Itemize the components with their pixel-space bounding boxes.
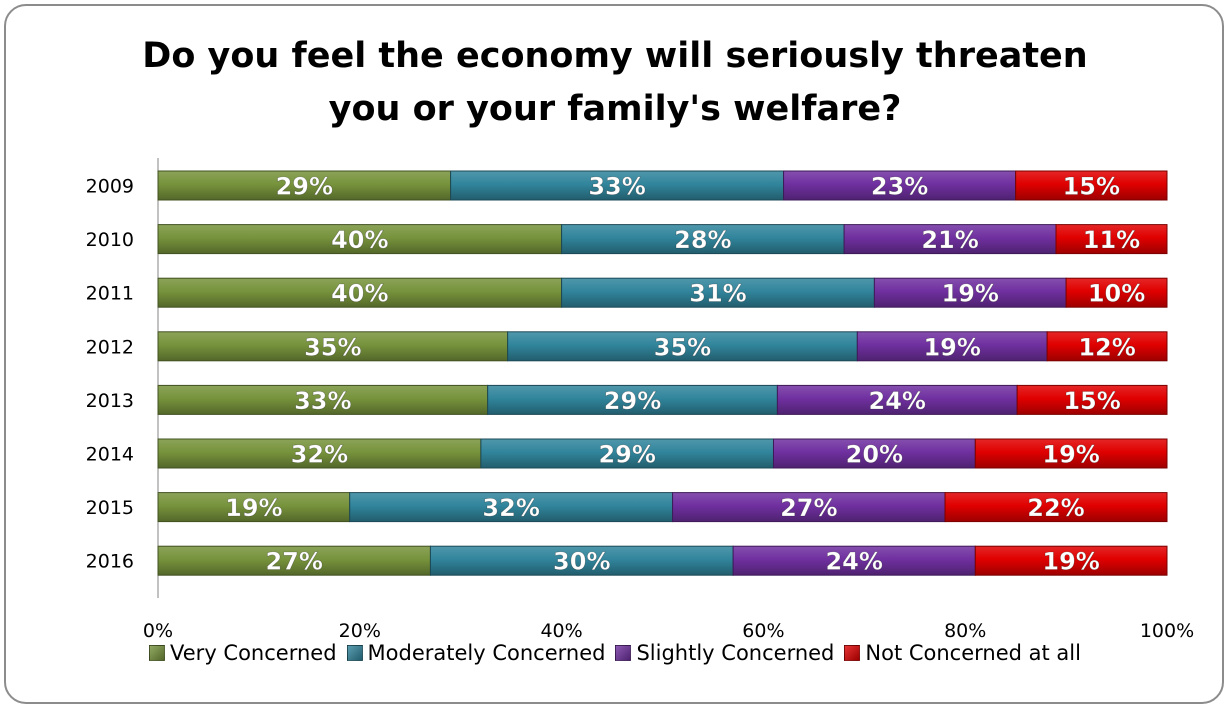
bar-segment <box>974 438 1168 469</box>
bar-segment <box>1015 170 1168 201</box>
data-label: 20% <box>846 441 903 469</box>
bar-segment <box>1055 224 1168 255</box>
x-tick-label: 0% <box>143 620 173 642</box>
chart-title-line-1: Do you feel the economy will seriously t… <box>142 36 1088 76</box>
data-label: 15% <box>1063 173 1120 201</box>
data-label: 35% <box>654 333 711 361</box>
data-label: 19% <box>923 333 980 361</box>
bar-segment <box>776 384 1018 415</box>
legend-label: Very Concerned <box>170 641 337 665</box>
bar-segment <box>157 224 563 255</box>
bar-segment <box>487 384 778 415</box>
bar-segment <box>157 545 431 576</box>
y-tick-label: 2014 <box>86 444 134 466</box>
data-label: 19% <box>1042 548 1099 576</box>
data-label: 19% <box>942 280 999 308</box>
legend-swatch <box>346 645 363 661</box>
data-label: 33% <box>294 387 351 415</box>
bar-segment <box>450 170 785 201</box>
legend-item: Moderately Concerned <box>346 641 606 665</box>
y-tick-label: 2015 <box>86 497 134 519</box>
legend-swatch <box>844 645 861 661</box>
data-label: 32% <box>291 441 348 469</box>
data-label: 19% <box>225 494 282 522</box>
bar-segment <box>672 492 946 523</box>
data-label: 32% <box>482 494 539 522</box>
bar-segment <box>1065 277 1168 308</box>
legend-label: Moderately Concerned <box>367 641 606 665</box>
data-label: 40% <box>331 226 388 254</box>
data-label: 40% <box>331 280 388 308</box>
x-tick-label: 40% <box>540 620 582 642</box>
bar-segment <box>157 438 482 469</box>
data-label: 12% <box>1078 333 1135 361</box>
bar-segment <box>157 331 509 362</box>
bar-segment <box>1016 384 1168 415</box>
bar-segment <box>1046 331 1168 362</box>
x-tick-label: 100% <box>1140 620 1194 642</box>
x-tick-label: 60% <box>742 620 784 642</box>
bar-segment <box>507 331 858 362</box>
bar-segment <box>157 492 351 523</box>
legend-swatch <box>149 645 166 661</box>
data-label: 29% <box>604 387 661 415</box>
data-label: 11% <box>1083 226 1140 254</box>
data-label: 27% <box>780 494 837 522</box>
legend-label: Not Concerned at all <box>865 641 1081 665</box>
data-label: 15% <box>1063 387 1120 415</box>
chart-legend: Very Concerned Moderately Concerned Slight… <box>0 641 1230 665</box>
bar-segment <box>856 331 1048 362</box>
legend-item: Very Concerned <box>149 641 337 665</box>
bar-segment <box>772 438 976 469</box>
data-label: 10% <box>1088 280 1145 308</box>
data-label: 23% <box>871 173 928 201</box>
data-label: 24% <box>869 387 926 415</box>
data-label: 31% <box>689 280 746 308</box>
bar-segment <box>974 545 1168 576</box>
data-label: 28% <box>674 226 731 254</box>
bar-segment <box>480 438 774 469</box>
data-label: 29% <box>598 441 655 469</box>
legend-item: Not Concerned at all <box>844 641 1081 665</box>
x-tick-label: 20% <box>339 620 381 642</box>
bar-segment <box>944 492 1168 523</box>
y-tick-label: 2012 <box>86 336 134 358</box>
y-tick-label: 2011 <box>86 283 134 305</box>
chart-title: Do you feel the economy will seriously t… <box>0 30 1230 136</box>
legend-swatch <box>615 645 632 661</box>
bar-segment <box>561 277 875 308</box>
bar-segment <box>157 170 452 201</box>
data-label: 35% <box>304 333 361 361</box>
data-label: 30% <box>553 548 610 576</box>
data-label: 27% <box>265 548 322 576</box>
bar-segment <box>732 545 976 576</box>
data-label: 24% <box>825 548 882 576</box>
y-tick-label: 2016 <box>86 551 134 573</box>
data-label: 33% <box>588 173 645 201</box>
data-label: 22% <box>1027 494 1084 522</box>
data-label: 21% <box>921 226 978 254</box>
y-tick-label: 2009 <box>86 176 134 198</box>
x-tick-label: 80% <box>944 620 986 642</box>
data-label: 29% <box>276 173 333 201</box>
data-label: 19% <box>1042 441 1099 469</box>
bar-segment <box>783 170 1017 201</box>
legend-item: Slightly Concerned <box>615 641 834 665</box>
y-tick-label: 2013 <box>86 390 134 412</box>
legend-label: Slightly Concerned <box>636 641 835 665</box>
chart-title-line-2: you or your family's welfare? <box>328 89 902 129</box>
y-tick-label: 2010 <box>86 229 134 251</box>
